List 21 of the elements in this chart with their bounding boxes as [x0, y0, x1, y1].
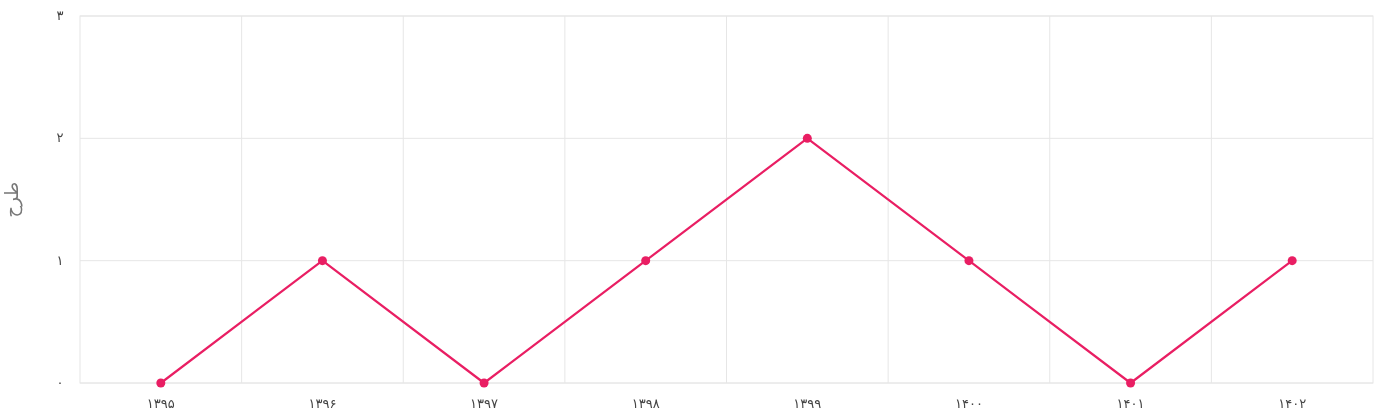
y-tick-label: ۲	[56, 130, 64, 146]
x-tick-label: ۱۳۹۶	[308, 396, 337, 411]
y-tick-label: ۰	[56, 375, 64, 390]
point	[479, 378, 489, 388]
x-tick-label: ۱۴۰۲	[1278, 396, 1307, 411]
point	[1287, 256, 1297, 266]
point	[317, 256, 327, 266]
point	[964, 256, 974, 266]
x-tick-label: ۱۴۰۰	[954, 396, 983, 411]
point	[1126, 378, 1136, 388]
x-tick-label: ۱۳۹۷	[470, 396, 499, 411]
point	[641, 256, 651, 266]
y-tick-label: ۱	[56, 252, 64, 268]
x-tick-label: ۱۳۹۹	[793, 396, 822, 411]
y-axis-title: طرح	[1, 181, 23, 218]
x-tick-label: ۱۴۰۱	[1116, 396, 1145, 411]
point	[156, 378, 166, 388]
x-tick-label: ۱۳۹۸	[631, 396, 660, 411]
y-tick-label: ۳	[56, 8, 64, 23]
point	[802, 133, 812, 143]
x-tick-label: ۱۳۹۵	[146, 396, 175, 411]
